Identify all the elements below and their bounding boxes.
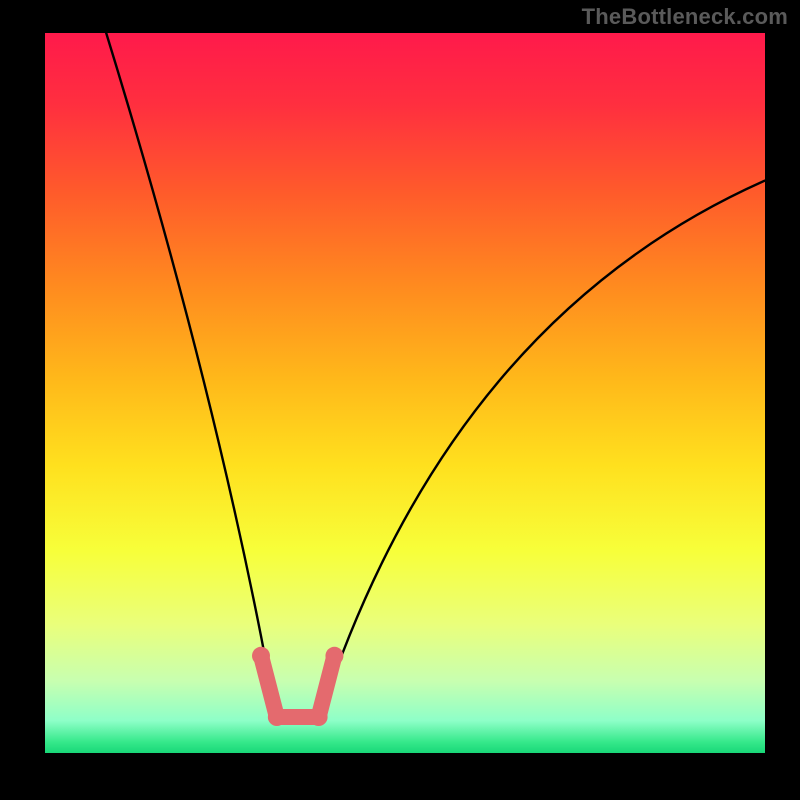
watermark-text: TheBottleneck.com (582, 4, 788, 30)
valley-highlight-bead (325, 647, 343, 665)
plot-svg (45, 33, 765, 753)
gradient-background (45, 33, 765, 753)
valley-highlight-bead (252, 647, 270, 665)
valley-highlight-bead (268, 708, 286, 726)
valley-highlight-bead (310, 708, 328, 726)
figure-root: TheBottleneck.com (0, 0, 800, 800)
plot-area (45, 33, 765, 753)
